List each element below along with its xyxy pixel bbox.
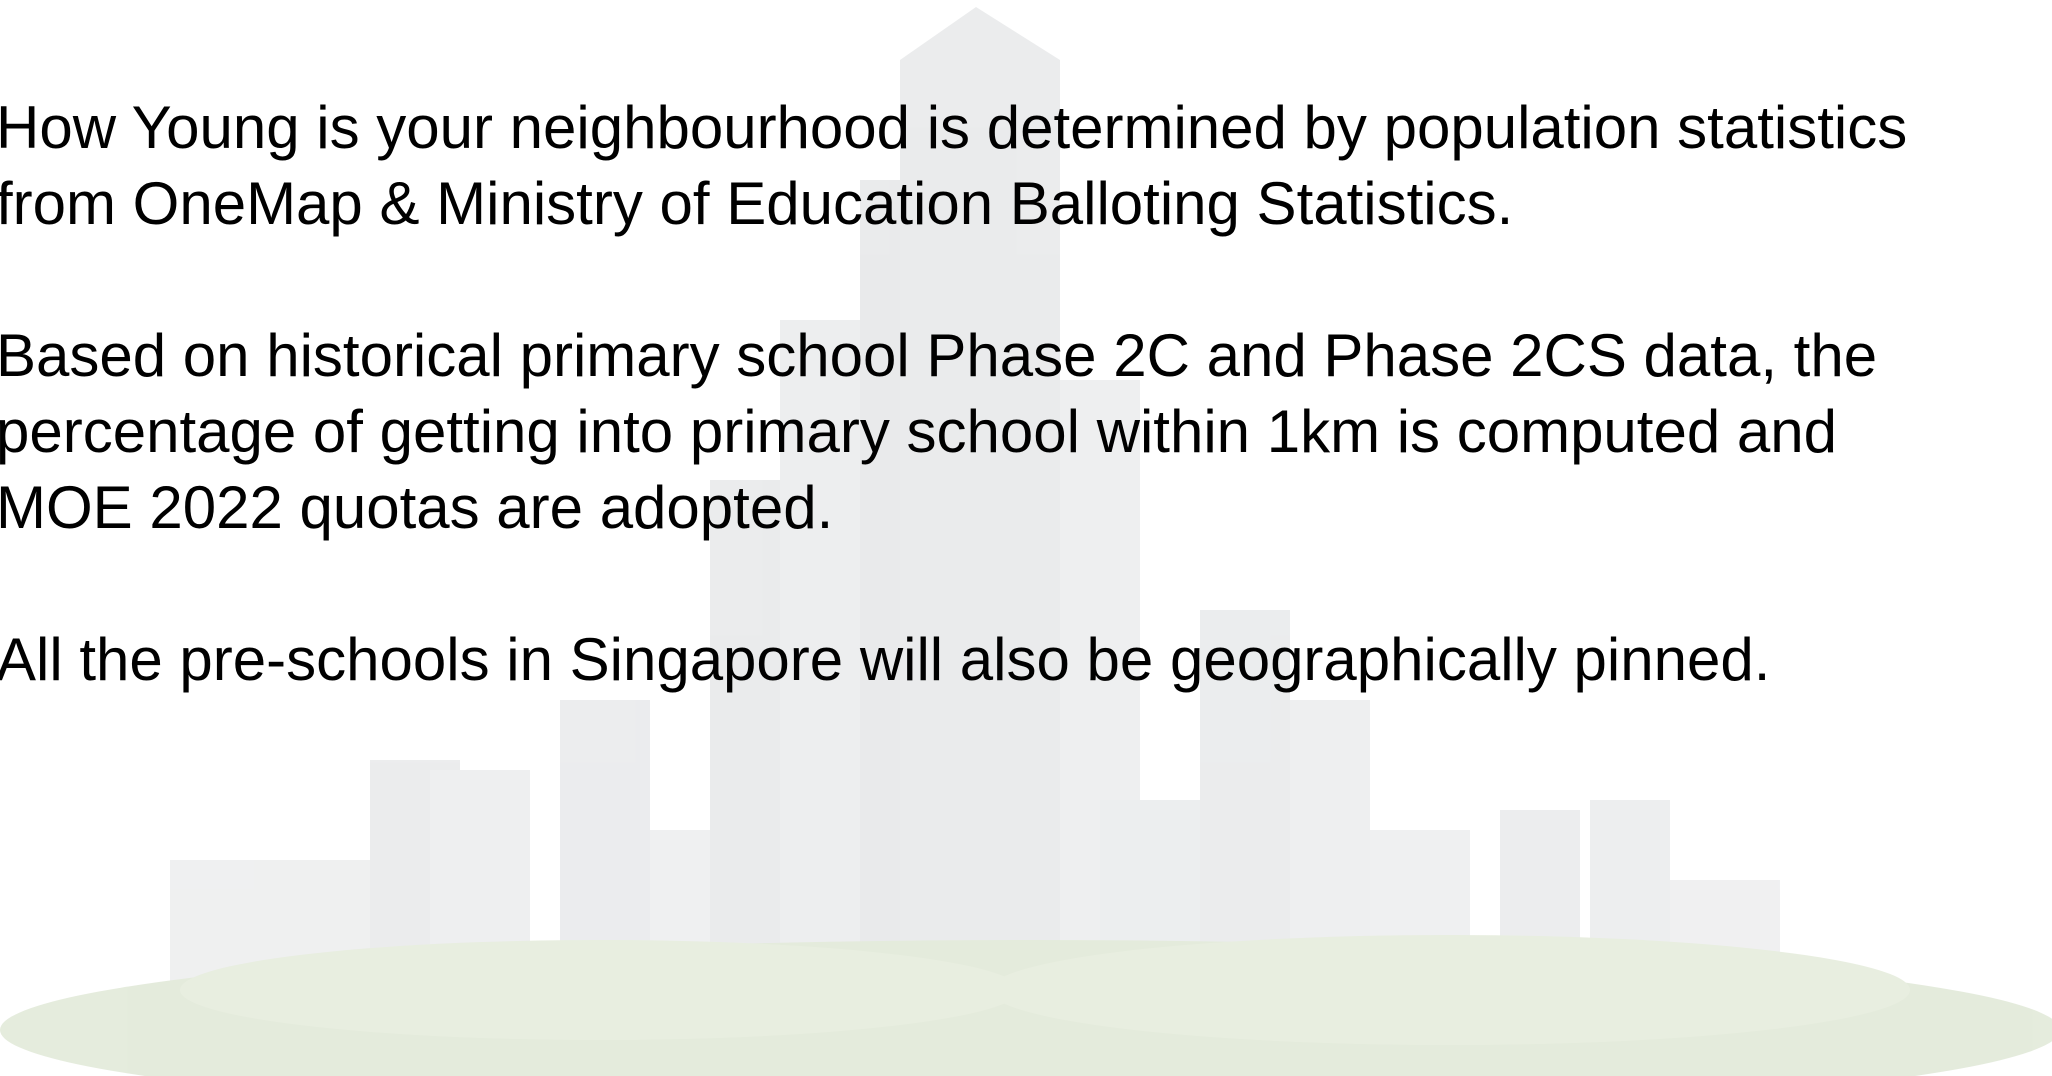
skyline-background xyxy=(0,7,2052,1076)
description: How Young is your neighbourhood is deter… xyxy=(0,94,1907,693)
text-line: How Young is your neighbourhood is deter… xyxy=(0,94,1907,161)
text-line: percentage of getting into primary schoo… xyxy=(0,398,1837,465)
text-line: MOE 2022 quotas are adopted. xyxy=(0,474,833,541)
text-line: from OneMap & Ministry of Education Ball… xyxy=(0,170,1513,237)
text-line: Based on historical primary school Phase… xyxy=(0,322,1877,389)
text-line: All the pre-schools in Singapore will al… xyxy=(0,626,1770,693)
